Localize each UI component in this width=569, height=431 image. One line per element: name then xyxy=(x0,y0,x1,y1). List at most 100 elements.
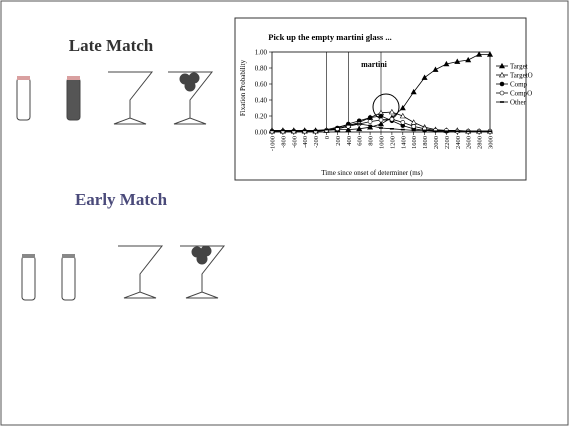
marker xyxy=(379,127,383,129)
heading: Late Match xyxy=(69,36,154,55)
marker xyxy=(345,126,352,132)
marker xyxy=(444,130,449,132)
x-tick-label: 1200 xyxy=(389,136,396,149)
legend-label: Other xyxy=(510,99,527,107)
x-tick-label: 2000 xyxy=(433,136,440,149)
marker xyxy=(465,56,472,63)
x-tick-label: -600 xyxy=(291,136,298,148)
marker xyxy=(455,130,460,132)
olive xyxy=(196,253,208,265)
x-tick-label: 1800 xyxy=(422,136,429,149)
marker xyxy=(432,66,439,72)
marker xyxy=(357,123,362,125)
x-tick-label: 3000 xyxy=(488,136,495,149)
marker xyxy=(411,129,416,132)
marker xyxy=(291,129,296,132)
x-tick-label: 0 xyxy=(324,136,331,139)
x-tick-label: 2600 xyxy=(466,136,473,149)
x-tick-label: 2200 xyxy=(444,136,451,149)
marker xyxy=(389,128,394,130)
x-tick-label: 200 xyxy=(335,136,342,146)
marker xyxy=(346,124,351,126)
marker xyxy=(270,129,274,132)
marker xyxy=(443,60,450,67)
marker xyxy=(486,51,494,57)
marker xyxy=(410,88,417,95)
martini-glass xyxy=(118,245,164,299)
marker xyxy=(476,51,483,57)
marker xyxy=(324,128,329,131)
marker xyxy=(454,58,461,64)
marker xyxy=(399,112,406,119)
legend-marker xyxy=(498,71,506,78)
marker xyxy=(389,116,395,122)
x-tick-label: 2800 xyxy=(477,136,484,149)
tube-cap xyxy=(67,76,80,80)
tube-cap xyxy=(62,254,75,258)
marker xyxy=(377,120,385,127)
y-tick-label: 0.00 xyxy=(255,129,268,137)
x-tick-label: 400 xyxy=(346,136,353,146)
marker xyxy=(400,128,405,131)
x-axis-title: Time since onset of determiner (ms) xyxy=(321,169,423,177)
legend-label: TargetO xyxy=(510,72,533,80)
legend-marker xyxy=(499,81,505,87)
marker xyxy=(356,125,363,132)
olive xyxy=(184,80,196,92)
legend-marker xyxy=(498,62,506,69)
y-tick-label: 0.40 xyxy=(255,97,268,105)
marker xyxy=(433,130,438,132)
marker xyxy=(378,117,384,123)
early-match-pictures xyxy=(21,245,226,301)
martini-glass xyxy=(180,245,226,299)
x-tick-label: 2400 xyxy=(455,136,462,149)
y-axis-title: Fixation Probability xyxy=(239,59,247,116)
heading: Early Match xyxy=(75,190,168,209)
x-tick-label: 1000 xyxy=(379,136,386,149)
x-tick-label: -400 xyxy=(302,136,309,148)
tube-beads xyxy=(66,77,81,121)
marker xyxy=(367,115,373,120)
tube-cap xyxy=(22,254,35,258)
marker xyxy=(378,113,384,119)
late-match-pictures xyxy=(16,71,214,125)
y-tick-label: 1.00 xyxy=(255,49,268,57)
martini-glass xyxy=(108,71,154,125)
marker xyxy=(335,126,340,128)
x-tick-label: 800 xyxy=(368,136,375,146)
x-tick-label: -800 xyxy=(280,136,287,148)
marker xyxy=(488,130,492,132)
x-tick-label: 600 xyxy=(357,136,364,146)
marker xyxy=(400,120,406,125)
legend-marker xyxy=(500,101,504,103)
marker xyxy=(422,129,427,132)
marker xyxy=(367,119,373,124)
martini-glass xyxy=(168,71,214,125)
marker xyxy=(313,129,318,132)
marker xyxy=(421,74,428,80)
x-tick-label: 1400 xyxy=(400,136,407,149)
y-tick-label: 0.20 xyxy=(255,113,268,121)
chart-title: Pick up the empty martini glass ... xyxy=(268,32,392,42)
marker xyxy=(466,130,471,132)
legend-label: Comp xyxy=(510,81,528,89)
y-tick-label: 0.80 xyxy=(255,65,268,73)
annotation: martini xyxy=(361,60,388,69)
chart-frame xyxy=(234,17,527,181)
marker xyxy=(302,129,307,132)
tube-cap xyxy=(17,76,30,80)
x-tick-label: -1000 xyxy=(270,136,277,151)
x-tick-label: 1600 xyxy=(411,136,418,149)
marker xyxy=(280,129,285,132)
marker xyxy=(367,124,374,130)
marker xyxy=(411,124,417,129)
legend-marker xyxy=(499,90,505,96)
legend-label: CompO xyxy=(510,90,532,98)
marker xyxy=(477,130,482,132)
legend-label: Target xyxy=(510,63,528,71)
marker xyxy=(388,108,395,115)
marker xyxy=(368,124,373,127)
y-tick-label: 0.60 xyxy=(255,81,268,89)
x-tick-label: -200 xyxy=(313,136,320,148)
